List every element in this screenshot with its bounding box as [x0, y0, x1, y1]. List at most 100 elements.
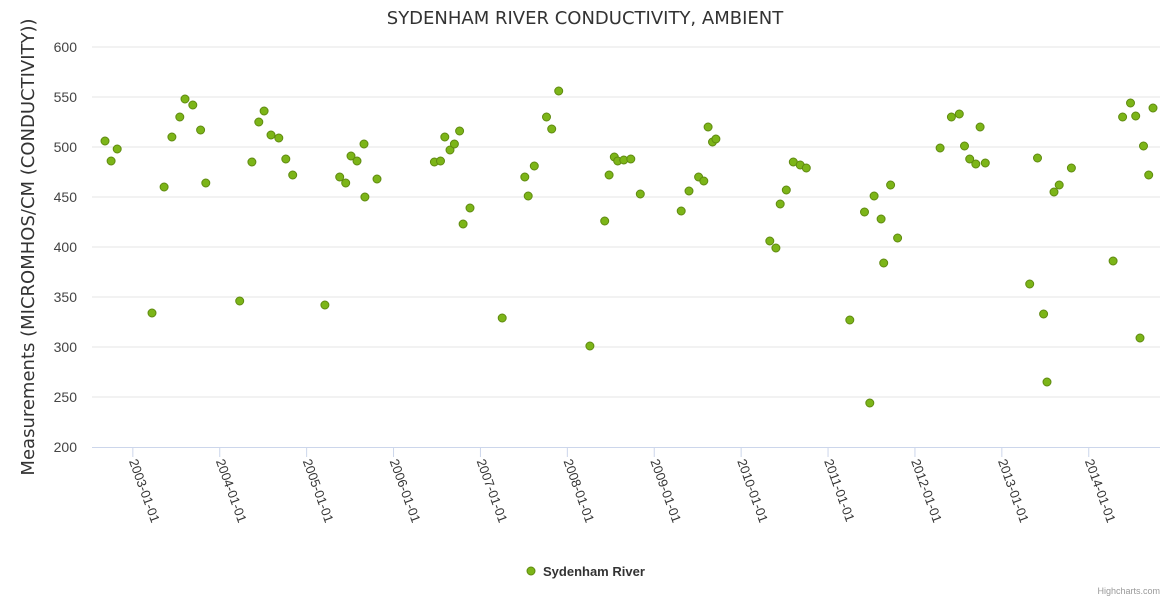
- data-point[interactable]: [360, 192, 370, 202]
- x-axis-ticks: 2003-01-01 2004-01-01 2005-01-01 2006-01-01…: [126, 447, 1119, 525]
- data-point[interactable]: [180, 94, 190, 104]
- data-point[interactable]: [684, 186, 694, 196]
- y-axis-ticks: 200 250 300 350 400 450 500 550 600: [54, 39, 78, 455]
- data-point[interactable]: [585, 341, 595, 351]
- data-point[interactable]: [626, 154, 636, 164]
- data-point[interactable]: [801, 163, 811, 173]
- data-point[interactable]: [1025, 279, 1035, 289]
- data-point[interactable]: [1144, 170, 1154, 180]
- x-tick-label: 2005-01-01: [300, 457, 337, 525]
- data-point[interactable]: [1039, 309, 1049, 319]
- data-point[interactable]: [320, 300, 330, 310]
- data-point[interactable]: [935, 143, 945, 153]
- data-point[interactable]: [771, 243, 781, 253]
- data-point[interactable]: [765, 236, 775, 246]
- legend[interactable]: Sydenham River: [526, 564, 645, 579]
- data-point[interactable]: [288, 170, 298, 180]
- data-point[interactable]: [1054, 180, 1064, 190]
- data-point[interactable]: [554, 86, 564, 96]
- data-point[interactable]: [975, 122, 985, 132]
- legend-label[interactable]: Sydenham River: [543, 564, 645, 579]
- data-point[interactable]: [520, 172, 530, 182]
- data-point[interactable]: [1108, 256, 1118, 266]
- data-point[interactable]: [711, 134, 721, 144]
- data-point[interactable]: [201, 178, 211, 188]
- data-point[interactable]: [980, 158, 990, 168]
- data-point[interactable]: [106, 156, 116, 166]
- data-point[interactable]: [1126, 98, 1135, 108]
- data-point[interactable]: [440, 132, 450, 142]
- data-point[interactable]: [547, 124, 557, 134]
- data-point[interactable]: [1049, 187, 1059, 197]
- data-point[interactable]: [781, 185, 791, 195]
- x-tick-label: 2013-01-01: [995, 457, 1032, 525]
- data-point[interactable]: [523, 191, 533, 201]
- data-point[interactable]: [600, 216, 610, 226]
- data-point[interactable]: [960, 141, 969, 151]
- data-point[interactable]: [196, 125, 206, 135]
- x-tick-label: 2012-01-01: [908, 457, 945, 525]
- data-point[interactable]: [1139, 141, 1148, 151]
- data-point[interactable]: [167, 132, 177, 142]
- data-point[interactable]: [703, 122, 713, 132]
- data-point[interactable]: [341, 178, 351, 188]
- data-point[interactable]: [436, 156, 445, 166]
- data-point[interactable]: [175, 112, 185, 122]
- data-point[interactable]: [372, 174, 382, 184]
- data-point[interactable]: [1135, 333, 1145, 343]
- data-point[interactable]: [335, 172, 345, 182]
- data-point[interactable]: [274, 133, 284, 143]
- data-point[interactable]: [346, 151, 356, 161]
- data-point[interactable]: [865, 398, 875, 408]
- data-point[interactable]: [1066, 163, 1076, 173]
- data-point[interactable]: [1148, 103, 1158, 113]
- data-point[interactable]: [359, 139, 369, 149]
- legend-marker[interactable]: [526, 566, 536, 576]
- data-point[interactable]: [458, 219, 468, 229]
- credits-link[interactable]: Highcharts.com: [1097, 586, 1160, 596]
- data-point[interactable]: [445, 145, 455, 155]
- data-point[interactable]: [352, 156, 362, 166]
- data-point[interactable]: [266, 130, 276, 140]
- data-point[interactable]: [247, 157, 257, 167]
- data-point[interactable]: [954, 109, 964, 119]
- data-point[interactable]: [971, 159, 981, 169]
- data-point[interactable]: [965, 154, 975, 164]
- data-point[interactable]: [188, 100, 198, 110]
- x-tick-label: 2011-01-01: [821, 457, 858, 524]
- data-point[interactable]: [886, 180, 896, 190]
- y-tick-label: 250: [54, 389, 78, 405]
- data-point[interactable]: [455, 126, 465, 136]
- data-point[interactable]: [259, 106, 269, 116]
- data-point[interactable]: [1118, 112, 1128, 122]
- data-point[interactable]: [235, 296, 245, 306]
- grid-lines: [92, 46, 1160, 398]
- data-point[interactable]: [1033, 153, 1042, 163]
- data-point[interactable]: [529, 161, 539, 171]
- data-point[interactable]: [946, 112, 956, 122]
- data-point[interactable]: [1131, 111, 1141, 121]
- data-point[interactable]: [465, 203, 475, 213]
- data-point[interactable]: [281, 154, 291, 164]
- data-point[interactable]: [497, 313, 507, 323]
- data-point[interactable]: [449, 139, 459, 149]
- data-point[interactable]: [100, 136, 110, 146]
- data-point[interactable]: [869, 191, 879, 201]
- series-points[interactable]: [100, 86, 1158, 408]
- data-point[interactable]: [1042, 377, 1052, 387]
- data-point[interactable]: [860, 207, 869, 217]
- data-point[interactable]: [254, 117, 264, 127]
- data-point[interactable]: [147, 308, 157, 318]
- data-point[interactable]: [699, 176, 709, 186]
- data-point[interactable]: [604, 170, 614, 180]
- data-point[interactable]: [775, 199, 785, 209]
- data-point[interactable]: [159, 182, 169, 192]
- data-point[interactable]: [676, 206, 686, 216]
- data-point[interactable]: [635, 189, 645, 199]
- data-point[interactable]: [876, 214, 886, 224]
- data-point[interactable]: [845, 315, 855, 325]
- data-point[interactable]: [542, 112, 551, 122]
- data-point[interactable]: [112, 144, 122, 154]
- data-point[interactable]: [893, 233, 903, 243]
- data-point[interactable]: [879, 258, 889, 268]
